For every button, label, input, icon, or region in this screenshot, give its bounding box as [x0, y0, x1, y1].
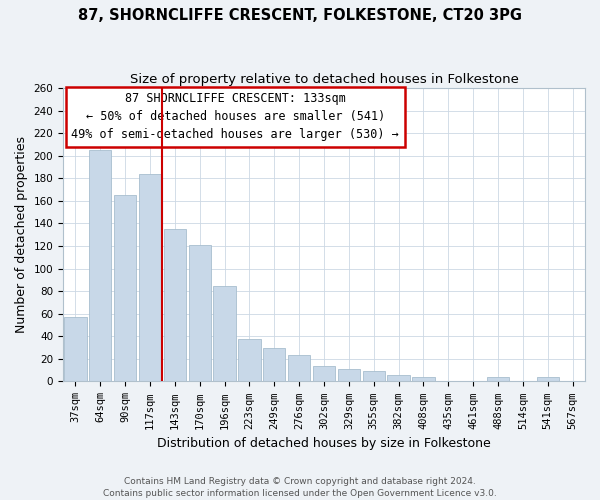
- Bar: [487, 377, 509, 382]
- Bar: [164, 229, 186, 382]
- Bar: [313, 366, 335, 382]
- Bar: [214, 286, 236, 382]
- X-axis label: Distribution of detached houses by size in Folkestone: Distribution of detached houses by size …: [157, 437, 491, 450]
- Bar: [64, 317, 86, 382]
- Bar: [288, 356, 310, 382]
- Bar: [338, 369, 360, 382]
- Bar: [263, 348, 286, 382]
- Bar: [89, 150, 112, 382]
- Title: Size of property relative to detached houses in Folkestone: Size of property relative to detached ho…: [130, 72, 518, 86]
- Text: Contains HM Land Registry data © Crown copyright and database right 2024.
Contai: Contains HM Land Registry data © Crown c…: [103, 476, 497, 498]
- Bar: [114, 196, 136, 382]
- Bar: [139, 174, 161, 382]
- Bar: [238, 338, 260, 382]
- Text: 87 SHORNCLIFFE CRESCENT: 133sqm
← 50% of detached houses are smaller (541)
49% o: 87 SHORNCLIFFE CRESCENT: 133sqm ← 50% of…: [71, 92, 399, 142]
- Bar: [536, 377, 559, 382]
- Text: 87, SHORNCLIFFE CRESCENT, FOLKESTONE, CT20 3PG: 87, SHORNCLIFFE CRESCENT, FOLKESTONE, CT…: [78, 8, 522, 22]
- Y-axis label: Number of detached properties: Number of detached properties: [15, 136, 28, 333]
- Bar: [188, 245, 211, 382]
- Bar: [388, 374, 410, 382]
- Bar: [362, 372, 385, 382]
- Bar: [412, 377, 434, 382]
